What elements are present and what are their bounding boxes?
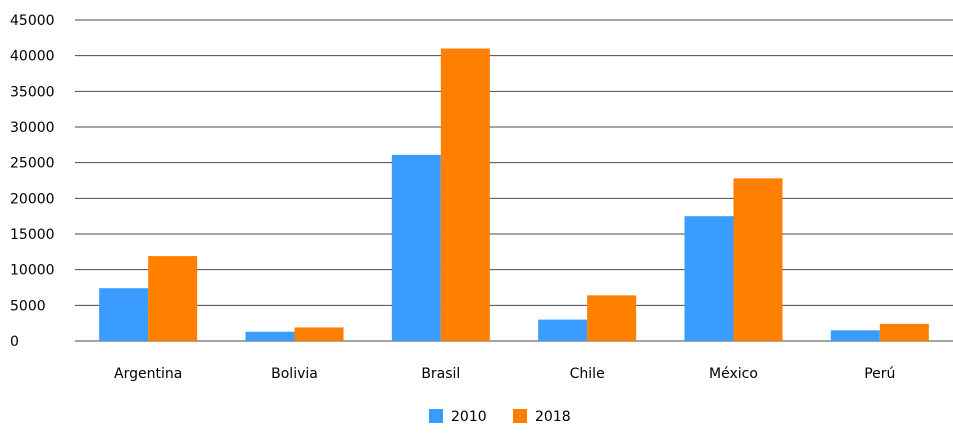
y-axis-tick-labels: 0 5000 10000 15000 20000 25000 30000 35000 40000… [10, 13, 55, 350]
bar-2018 [148, 256, 198, 341]
x-tick-label: Chile [570, 366, 605, 382]
x-axis-category-labels: Argentina Bolivia Brasil Chile México Perú [114, 366, 895, 382]
x-tick-label: Bolivia [271, 366, 318, 382]
bar-2010 [99, 288, 149, 341]
x-tick-label: Argentina [114, 366, 182, 382]
y-tick-label: 15000 [10, 227, 55, 243]
y-tick-label: 40000 [10, 49, 55, 65]
y-tick-label: 25000 [10, 156, 55, 172]
bars [99, 48, 929, 342]
y-tick-label: 30000 [10, 120, 55, 136]
bar-2018 [879, 323, 929, 341]
y-tick-label: 35000 [10, 84, 55, 100]
bar-2018 [294, 327, 344, 341]
bar-2010 [391, 154, 441, 341]
legend-swatch [513, 409, 527, 423]
y-tick-label: 20000 [10, 191, 55, 207]
bar-2010 [245, 331, 295, 341]
bar-2010 [684, 216, 734, 341]
legend-swatch [429, 409, 443, 423]
gridlines [75, 19, 953, 342]
y-tick-label: 5000 [10, 298, 46, 314]
legend: 2010 2018 [429, 409, 571, 425]
bar-2018 [587, 295, 637, 341]
y-tick-label: 45000 [10, 13, 55, 29]
y-tick-label: 10000 [10, 263, 55, 279]
legend-label: 2018 [535, 409, 571, 425]
bar-2010 [830, 330, 880, 341]
bar-2010 [538, 319, 588, 341]
x-tick-label: México [709, 366, 758, 382]
bar-2018 [440, 48, 490, 342]
y-tick-label: 0 [10, 334, 19, 350]
bar-2018 [733, 178, 783, 341]
x-tick-label: Perú [864, 366, 895, 382]
legend-label: 2010 [451, 409, 487, 425]
x-tick-label: Brasil [421, 366, 460, 382]
